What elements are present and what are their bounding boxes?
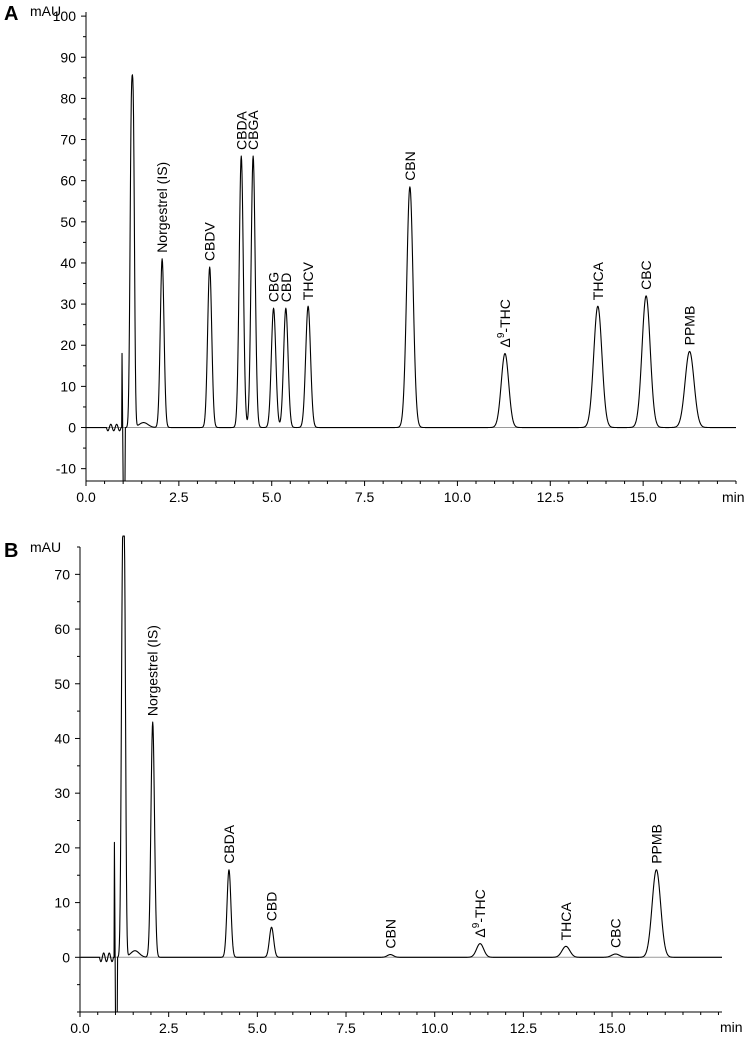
y-tick-label: 10 bbox=[54, 895, 70, 911]
x-tick-label: 5.0 bbox=[248, 1020, 268, 1036]
y-axis-unit-label: mAU bbox=[30, 539, 61, 555]
panel-letter-a: A bbox=[4, 3, 18, 25]
y-tick-label: 20 bbox=[60, 337, 76, 353]
y-tick-label: 50 bbox=[60, 214, 76, 230]
peak-label: Δ9-THC bbox=[471, 889, 488, 937]
y-tick-label: 80 bbox=[60, 90, 76, 106]
peak-label: Δ9-THC bbox=[496, 299, 513, 347]
chromatogram-trace bbox=[85, 74, 737, 482]
y-tick-label: 60 bbox=[54, 621, 70, 637]
peak-label: CBD bbox=[278, 273, 294, 303]
peak-label: THCA bbox=[590, 261, 606, 300]
y-tick-label: 30 bbox=[54, 785, 70, 801]
peak-label: PPMB bbox=[648, 824, 664, 864]
y-axis-unit-label: mAU bbox=[30, 3, 61, 19]
x-tick-label: 12.5 bbox=[510, 1020, 537, 1036]
y-tick-label: 60 bbox=[60, 173, 76, 189]
y-tick-label: 30 bbox=[60, 296, 76, 312]
y-tick-label: 70 bbox=[54, 566, 70, 582]
x-tick-label: 15.0 bbox=[630, 489, 657, 505]
x-tick-label: 7.5 bbox=[355, 489, 375, 505]
y-tick-label: 0 bbox=[62, 949, 70, 965]
x-tick-label: 10.0 bbox=[444, 489, 471, 505]
y-tick-label: 10 bbox=[60, 378, 76, 394]
peak-label: Norgestrel (IS) bbox=[154, 162, 170, 253]
peak-label: CBC bbox=[608, 918, 624, 948]
x-axis-unit-label: min bbox=[720, 1019, 743, 1035]
y-tick-label: 0 bbox=[68, 420, 76, 436]
peak-label: CBDA bbox=[233, 110, 249, 150]
peak-label: PPMB bbox=[682, 306, 698, 346]
chromatogram-panel-a: A mAU min -10 0 10 20 30 40 50 60 70 80 90 100 0.0 2.… bbox=[4, 3, 745, 505]
x-tick-label: 7.5 bbox=[336, 1020, 356, 1036]
x-tick-label: 2.5 bbox=[169, 489, 189, 505]
peak-label: CBDA bbox=[221, 824, 237, 864]
y-tick-label: 90 bbox=[60, 49, 76, 65]
x-tick-label: 12.5 bbox=[537, 489, 564, 505]
chromatogram-trace bbox=[79, 535, 723, 1013]
peak-label: CBN bbox=[402, 151, 418, 181]
peak-label: CBD bbox=[264, 892, 280, 922]
peak-label: CBDV bbox=[202, 222, 218, 262]
y-tick-label: 40 bbox=[60, 255, 76, 271]
y-tick-label: -10 bbox=[56, 461, 76, 477]
x-tick-label: 0.0 bbox=[76, 489, 96, 505]
x-tick-label: 15.0 bbox=[598, 1020, 625, 1036]
y-tick-label: 40 bbox=[54, 730, 70, 746]
y-tick-label: 70 bbox=[60, 132, 76, 148]
y-tick-label: 100 bbox=[53, 8, 77, 24]
peak-label: CBC bbox=[638, 260, 654, 290]
x-tick-label: 2.5 bbox=[159, 1020, 179, 1036]
y-tick-label: 50 bbox=[54, 676, 70, 692]
y-tick-label: 20 bbox=[54, 840, 70, 856]
panel-letter-b: B bbox=[4, 540, 18, 562]
x-tick-label: 10.0 bbox=[421, 1020, 448, 1036]
peak-label: Norgestrel (IS) bbox=[145, 625, 161, 716]
peak-label: CBN bbox=[382, 919, 398, 949]
x-tick-label: 5.0 bbox=[262, 489, 282, 505]
peak-label: CBG bbox=[266, 272, 282, 302]
peak-label: THCV bbox=[300, 261, 316, 300]
peak-label: THCA bbox=[558, 902, 574, 941]
chromatogram-panel-b: B mAU min 0 10 20 30 40 50 60 70 0.0 2.5 5.0 7.5 10.… bbox=[4, 535, 743, 1036]
peak-label: CBGA bbox=[245, 110, 261, 150]
x-tick-label: 0.0 bbox=[70, 1020, 90, 1036]
x-axis-unit-label: min bbox=[722, 489, 745, 505]
